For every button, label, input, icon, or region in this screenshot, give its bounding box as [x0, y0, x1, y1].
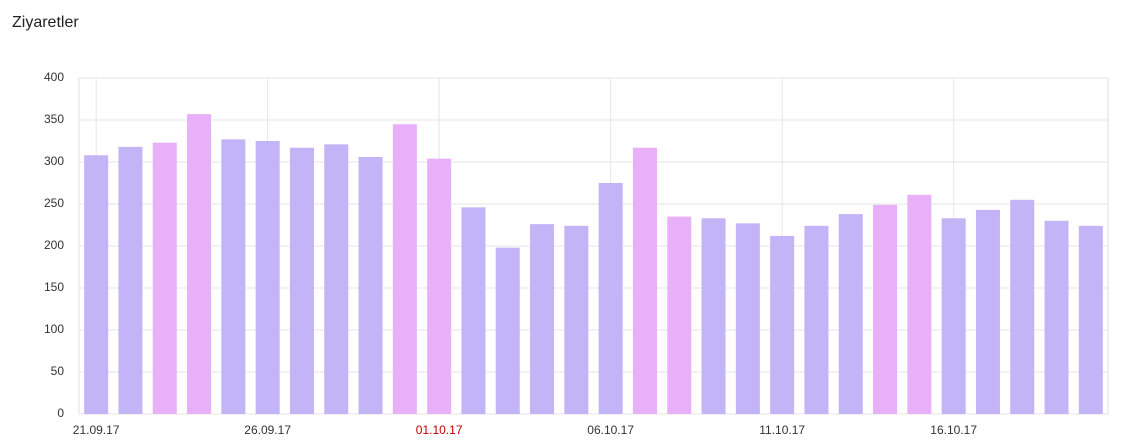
bar	[873, 204, 898, 414]
x-tick-label: 01.10.17	[416, 423, 463, 437]
bar	[1044, 220, 1069, 414]
y-tick-label: 250	[44, 196, 64, 210]
y-tick-label: 400	[44, 70, 64, 84]
bar	[289, 147, 314, 414]
bar	[461, 207, 486, 414]
bar	[324, 144, 349, 415]
bar	[427, 158, 452, 414]
bar	[907, 194, 932, 414]
bar	[701, 218, 726, 414]
bar	[1078, 225, 1103, 414]
bar	[975, 209, 1000, 414]
x-tick-label: 26.09.17	[244, 423, 291, 437]
bar	[564, 225, 589, 414]
bar	[84, 155, 109, 414]
y-tick-label: 50	[51, 364, 65, 378]
y-tick-label: 0	[57, 406, 64, 420]
y-tick-label: 100	[44, 322, 64, 336]
y-tick-label: 350	[44, 112, 64, 126]
bar	[941, 218, 966, 414]
bar	[530, 224, 555, 414]
bar	[804, 225, 829, 414]
x-tick-label: 21.09.17	[73, 423, 120, 437]
x-tick-label: 06.10.17	[587, 423, 634, 437]
bar	[1010, 199, 1035, 414]
bar	[598, 183, 623, 414]
x-tick-label: 16.10.17	[930, 423, 977, 437]
bar	[667, 216, 692, 414]
bar	[770, 235, 795, 414]
bar	[221, 139, 246, 414]
bar	[255, 141, 280, 414]
bar	[632, 147, 657, 414]
y-tick-label: 300	[44, 154, 64, 168]
bar	[358, 156, 383, 414]
bar	[118, 146, 143, 414]
bar	[735, 223, 760, 414]
y-tick-label: 150	[44, 280, 64, 294]
bar	[187, 114, 212, 415]
bar	[838, 214, 863, 414]
y-tick-label: 200	[44, 238, 64, 252]
x-tick-label: 11.10.17	[759, 423, 805, 437]
bar	[392, 124, 417, 414]
bar	[152, 142, 177, 414]
bar	[495, 247, 520, 414]
chart-title: Ziyaretler	[12, 14, 79, 31]
